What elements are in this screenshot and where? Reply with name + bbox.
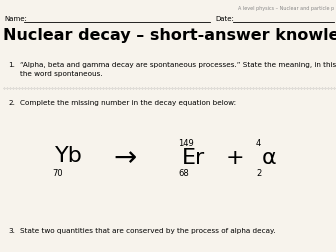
Text: “Alpha, beta and gamma decay are spontaneous processes.” State the meaning, in t: “Alpha, beta and gamma decay are spontan…	[20, 62, 336, 68]
Text: the word spontaneous.: the word spontaneous.	[20, 71, 102, 77]
Text: 3.: 3.	[8, 228, 15, 234]
Text: Complete the missing number in the decay equation below:: Complete the missing number in the decay…	[20, 100, 236, 106]
Text: 1.: 1.	[8, 62, 15, 68]
Text: →: →	[113, 144, 136, 172]
Text: A level physics – Nuclear and particle p: A level physics – Nuclear and particle p	[238, 6, 334, 11]
Text: State two quantities that are conserved by the process of alpha decay.: State two quantities that are conserved …	[20, 228, 276, 234]
Text: Yb: Yb	[55, 146, 83, 166]
Text: 2.: 2.	[8, 100, 15, 106]
Text: 4: 4	[256, 140, 261, 148]
Text: Er: Er	[182, 148, 205, 168]
Text: 149: 149	[178, 140, 194, 148]
Text: 68: 68	[178, 170, 189, 178]
Text: Name:: Name:	[4, 16, 27, 22]
Text: +: +	[226, 148, 245, 168]
Text: 70: 70	[52, 170, 62, 178]
Text: Nuclear decay – short-answer knowledge test: Nuclear decay – short-answer knowledge t…	[3, 28, 336, 43]
Text: α: α	[262, 148, 277, 168]
Text: 2: 2	[256, 170, 261, 178]
Text: Date:: Date:	[215, 16, 234, 22]
